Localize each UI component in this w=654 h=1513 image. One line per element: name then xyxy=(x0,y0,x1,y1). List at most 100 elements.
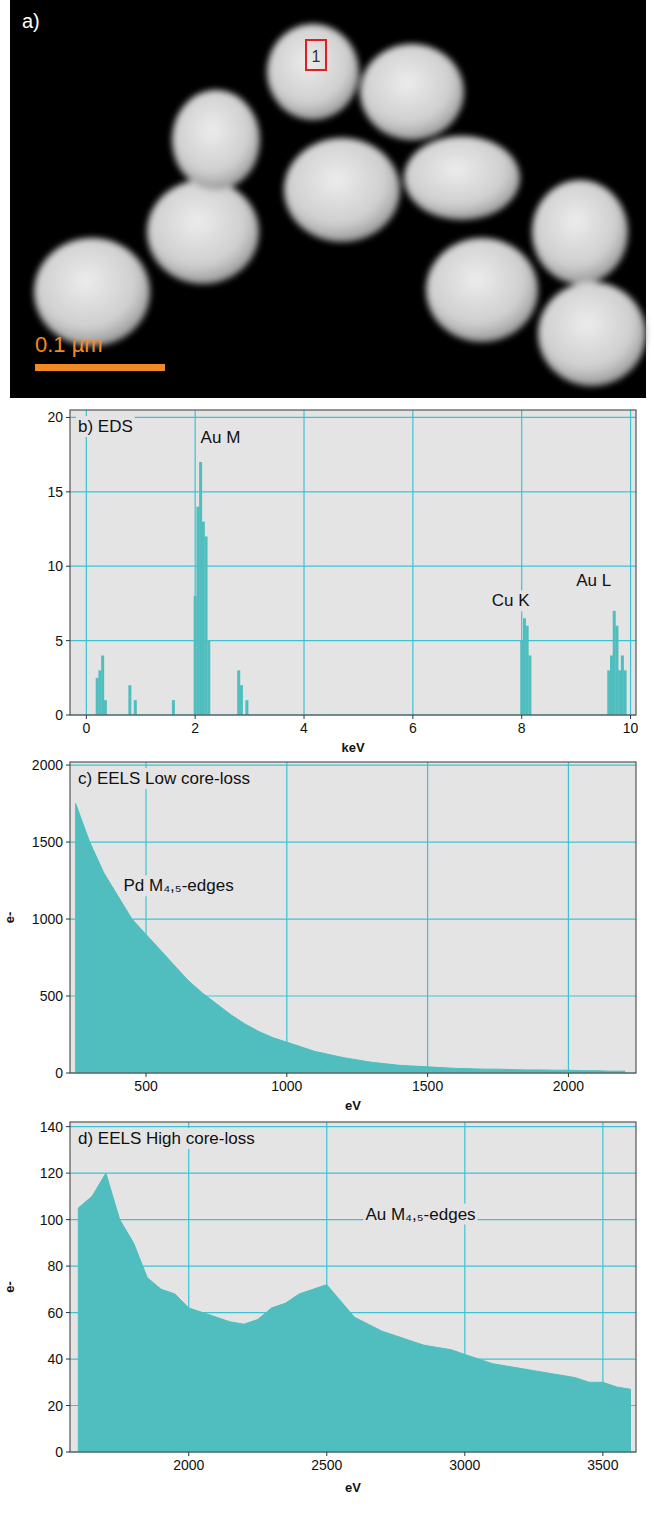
y-tick-label: 5 xyxy=(55,633,63,649)
grid-line xyxy=(70,1126,636,1127)
grid-line xyxy=(286,762,287,1073)
x-axis-title: eV xyxy=(345,1480,361,1495)
y-tick-label: 1500 xyxy=(32,834,63,850)
panel-label: a) xyxy=(22,10,40,32)
spectrum-bar xyxy=(237,670,240,715)
tick xyxy=(146,1073,147,1077)
grid-line xyxy=(70,491,636,492)
tick xyxy=(66,1359,70,1360)
tick xyxy=(286,1073,287,1077)
grid-line xyxy=(427,762,428,1073)
tick xyxy=(66,1073,70,1074)
scale-bar-label: 0.1 µm xyxy=(35,332,103,357)
tick xyxy=(304,715,305,719)
x-tick-label: 3500 xyxy=(587,1457,618,1473)
grid-line xyxy=(70,417,636,418)
label-patch xyxy=(574,570,613,591)
tick xyxy=(66,1219,70,1220)
panel: 5001000150020000500100015002000eVe-c) EE… xyxy=(2,757,636,1113)
y-tick-label: 60 xyxy=(47,1305,63,1321)
region-box xyxy=(306,40,326,70)
tick xyxy=(66,566,70,567)
y-tick-label: 500 xyxy=(40,988,64,1004)
annotation: Au L xyxy=(576,571,611,590)
region-label: 1 xyxy=(312,48,321,65)
grid-line xyxy=(412,410,413,715)
spectrum-bar xyxy=(245,700,248,715)
annotation: Au M₄,₅-edges xyxy=(365,1205,475,1224)
grid-line xyxy=(70,764,636,765)
plot-background xyxy=(70,762,636,1073)
spectrum-bar xyxy=(199,462,202,715)
spectrum-bar xyxy=(205,536,208,715)
grid-line xyxy=(70,640,636,641)
particle xyxy=(147,180,259,284)
panel-title: b) EDS xyxy=(78,417,133,436)
spectrum-bar xyxy=(96,678,99,715)
label-patch xyxy=(76,1128,257,1149)
image-background xyxy=(10,0,646,398)
spectrum-bar xyxy=(610,655,613,715)
y-axis-title: e- xyxy=(2,1281,17,1293)
scale-bar xyxy=(35,364,165,371)
tick xyxy=(66,1266,70,1267)
x-tick-label: 2 xyxy=(191,720,199,736)
grid-line xyxy=(568,762,569,1073)
particle xyxy=(284,138,400,242)
plot-frame xyxy=(70,762,636,1073)
grid-line xyxy=(70,1265,636,1266)
spectrum-bar xyxy=(523,618,526,715)
spectrum-bar xyxy=(613,611,616,715)
spectrum-bar xyxy=(101,655,104,715)
label-patch xyxy=(199,427,243,448)
spectrum-bar xyxy=(172,700,175,715)
plot-frame xyxy=(70,410,636,715)
spectrum-bar xyxy=(194,596,197,715)
particle xyxy=(404,136,520,220)
spectrum-bar xyxy=(607,670,610,715)
grid-line xyxy=(630,410,631,715)
x-tick-label: 0 xyxy=(82,720,90,736)
x-tick-label: 8 xyxy=(518,720,526,736)
tick xyxy=(427,1073,428,1077)
spectrum-bar xyxy=(618,670,621,715)
particle xyxy=(426,238,538,342)
spectrum-bar xyxy=(98,670,101,715)
spectrum-bar xyxy=(207,641,210,715)
grid-line xyxy=(521,410,522,715)
x-tick-label: 3000 xyxy=(449,1457,480,1473)
spectrum-bar xyxy=(520,641,523,715)
y-tick-label: 1000 xyxy=(32,911,63,927)
figure: a)10.1 µm024681005101520keVb) EDSAu MCu … xyxy=(0,0,654,1513)
y-tick-label: 0 xyxy=(55,707,63,723)
x-tick-label: 6 xyxy=(409,720,417,736)
tick xyxy=(464,1452,465,1456)
x-tick-label: 2000 xyxy=(553,1078,584,1094)
spectrum-area xyxy=(76,804,625,1073)
x-tick-label: 2000 xyxy=(173,1457,204,1473)
grid-line xyxy=(70,918,636,919)
y-tick-label: 0 xyxy=(55,1444,63,1460)
panel: 024681005101520keVb) EDSAu MCu KAu L xyxy=(47,409,638,755)
panel-title: d) EELS High core-loss xyxy=(78,1129,255,1148)
y-tick-label: 100 xyxy=(40,1212,64,1228)
tick xyxy=(66,715,70,716)
y-tick-label: 15 xyxy=(47,484,63,500)
tick xyxy=(66,417,70,418)
spectrum-bar xyxy=(621,655,624,715)
plot-background xyxy=(70,1122,636,1452)
y-tick-label: 40 xyxy=(47,1351,63,1367)
plot-frame xyxy=(70,1122,636,1452)
tick xyxy=(568,1073,569,1077)
y-tick-label: 80 xyxy=(47,1258,63,1274)
y-tick-label: 20 xyxy=(47,1398,63,1414)
grid-line xyxy=(195,410,196,715)
y-tick-label: 20 xyxy=(47,409,63,425)
tick xyxy=(66,1312,70,1313)
y-tick-label: 10 xyxy=(47,558,63,574)
particles xyxy=(34,24,646,386)
particle xyxy=(360,44,464,140)
tick xyxy=(521,715,522,719)
label-patch xyxy=(490,590,532,611)
tick xyxy=(66,1173,70,1174)
